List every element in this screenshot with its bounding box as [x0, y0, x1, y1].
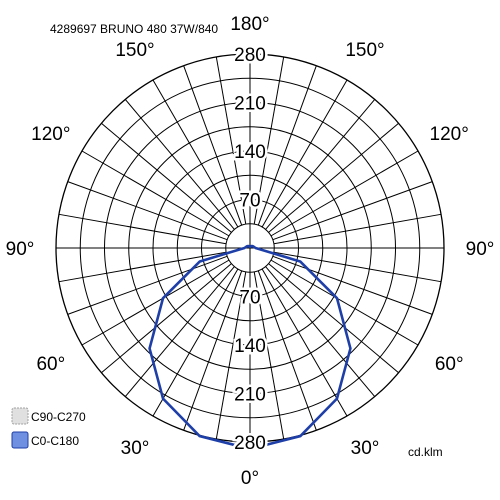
grid-spoke-10 [253, 271, 285, 440]
legend-label-c90-c270: C90-C270 [31, 410, 86, 424]
series-curve-c0-c180 [148, 244, 352, 451]
distribution-curves [148, 244, 352, 451]
angular-grid-spokes [56, 54, 444, 442]
grid-spoke-250 [67, 181, 228, 241]
unit-label: cd.klm [408, 445, 443, 459]
grid-spoke-120 [270, 150, 419, 237]
grid-spoke-50 [268, 263, 399, 374]
grid-spoke-290 [67, 255, 228, 315]
radial-tick-label: 280 [234, 433, 266, 454]
angle-label: 90° [6, 239, 35, 260]
grid-spoke-140 [265, 99, 376, 230]
radial-tick-label: 210 [234, 385, 266, 406]
angle-label: 150° [345, 40, 384, 61]
grid-spoke-260 [58, 213, 227, 245]
legend-label-c0-c180: C0-C180 [31, 434, 79, 448]
angle-label: 90° [466, 239, 495, 260]
angle-label: 30° [351, 438, 380, 459]
radial-tick-label: 140 [234, 336, 266, 357]
grid-spoke-40 [265, 266, 376, 397]
grid-spoke-190 [215, 56, 247, 225]
radial-tick-label: 140 [234, 142, 266, 163]
grid-spoke-340 [183, 270, 243, 431]
grid-spoke-350 [215, 271, 247, 440]
radial-tick-label: 210 [234, 94, 266, 115]
angle-label: 120° [31, 124, 70, 145]
grid-spoke-170 [253, 56, 285, 225]
grid-spoke-200 [183, 65, 243, 226]
radial-tick-label: 70 [239, 288, 260, 309]
grid-spoke-300 [81, 259, 230, 346]
angle-tick-labels: 180° 150° 150° 120° 120° 90° 90° 60° 60° 30° 30° 0° [6, 14, 495, 489]
grid-spoke-280 [58, 251, 227, 283]
legend: C90-C270 C0-C180 [11, 407, 86, 449]
angle-label: 0° [241, 468, 259, 489]
radial-tick-label: 280 [234, 45, 266, 66]
radial-tick-label: 70 [239, 191, 260, 212]
angle-label: 60° [36, 354, 65, 375]
grid-spoke-100 [273, 213, 442, 245]
grid-spoke-210 [152, 79, 239, 228]
angle-label: 150° [115, 40, 154, 61]
grid-spoke-220 [124, 99, 235, 230]
legend-swatch-c90-c270 [11, 407, 29, 425]
grid-spoke-110 [272, 181, 433, 241]
legend-swatch-c0-c180 [11, 431, 29, 449]
grid-spoke-310 [101, 263, 232, 374]
grid-spoke-70 [272, 255, 433, 315]
grid-spoke-240 [81, 150, 230, 237]
grid-spoke-60 [270, 259, 419, 346]
grid-spoke-160 [257, 65, 317, 226]
radial-tick-labels: 70 70 140 140 210 210 280 280 [232, 43, 269, 457]
grid-spoke-230 [101, 122, 232, 233]
angle-label: 180° [230, 14, 269, 35]
grid-spoke-80 [273, 251, 442, 283]
grid-spoke-330 [152, 268, 239, 417]
angle-label: 60° [435, 354, 464, 375]
chart-title: 4289697 BRUNO 480 37W/840 [50, 22, 218, 36]
grid-spoke-320 [124, 266, 235, 397]
grid-spoke-30 [261, 268, 348, 417]
angle-label: 120° [430, 124, 469, 145]
grid-spoke-130 [268, 122, 399, 233]
grid-spoke-20 [257, 270, 317, 431]
grid-spoke-150 [261, 79, 348, 228]
angle-label: 30° [121, 438, 150, 459]
